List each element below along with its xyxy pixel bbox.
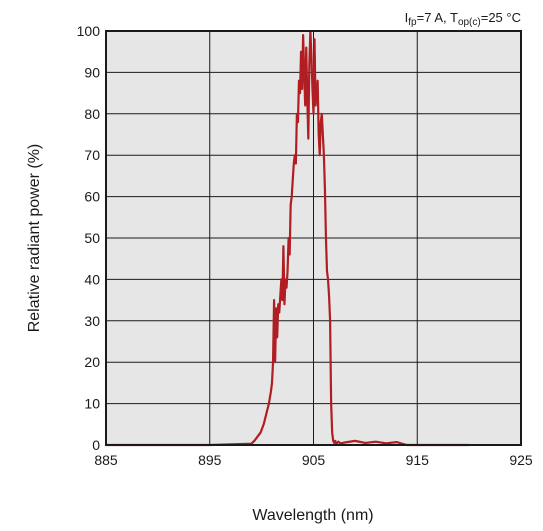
y-tick-label-100: 100 [77,23,101,39]
x-tick-label-915: 915 [406,452,430,468]
y-tick-label-60: 60 [84,189,100,205]
x-axis-title: Wavelength (nm) [252,507,373,524]
y-tick-label-0: 0 [92,437,100,453]
y-tick-label-20: 20 [84,354,100,370]
cond-part-1: =7 A, T [417,10,458,25]
y-tick-label-30: 30 [84,313,100,329]
x-tick-label-885: 885 [94,452,118,468]
y-tick-label-10: 10 [84,396,100,412]
conditions-annotation: Ifp=7 A, Top(c)=25 °C [405,10,521,28]
cond-part-2: =25 °C [481,10,521,25]
x-tick-label-895: 895 [198,452,222,468]
x-tick-labels: 885 895 905 915 925 [94,452,533,468]
y-tick-label-90: 90 [84,64,100,80]
y-tick-label-50: 50 [84,230,100,246]
x-tick-label-905: 905 [302,452,326,468]
y-tick-labels: 0 10 20 30 40 50 60 70 80 90 100 [77,23,101,453]
y-tick-label-40: 40 [84,271,100,287]
y-tick-label-70: 70 [84,147,100,163]
cond-sub-1: op(c) [458,17,481,28]
y-axis-title: Relative radiant power (%) [26,144,43,333]
y-tick-label-80: 80 [84,106,100,122]
x-tick-label-925: 925 [509,452,533,468]
